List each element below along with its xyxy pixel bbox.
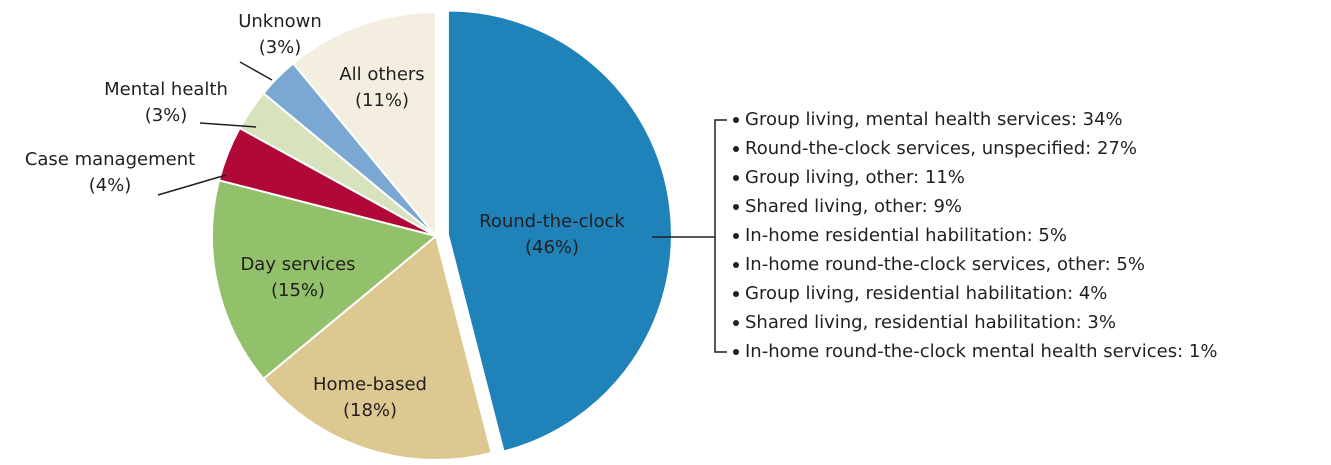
slice-label: All others: [339, 64, 424, 85]
leader-line: [199, 122, 257, 128]
bullet: [733, 146, 739, 152]
breakdown-item: Group living, mental health services: 34…: [745, 109, 1123, 130]
slice-value-label: (3%): [259, 37, 302, 58]
slice-label: Unknown: [238, 11, 322, 32]
slice-label: Mental health: [104, 79, 228, 100]
breakdown-item: Shared living, other: 9%: [745, 196, 962, 217]
slice-label: Day services: [240, 254, 355, 275]
breakdown-item: Round-the-clock services, unspecified: 2…: [745, 138, 1137, 159]
slice-value-label: (4%): [89, 175, 132, 196]
bullet: [733, 291, 739, 297]
pie-slice: [211, 179, 439, 381]
breakdown-item: Group living, residential habilitation: …: [745, 283, 1107, 304]
pie: [211, 9, 673, 461]
slice-value-label: (18%): [343, 400, 397, 421]
bullet: [733, 233, 739, 239]
breakdown-item: In-home residential habilitation: 5%: [745, 225, 1067, 246]
pie-slice: [261, 234, 493, 461]
bullet: [733, 349, 739, 355]
breakdown-item: In-home round-the-clock mental health se…: [745, 341, 1217, 362]
slice-value-label: (46%): [525, 237, 579, 258]
bullet: [733, 320, 739, 326]
breakdown-item: Shared living, residential habilitation:…: [745, 312, 1116, 333]
slice-value-label: (15%): [271, 280, 325, 301]
slice-value-label: (11%): [355, 90, 409, 111]
slice-label: Home-based: [313, 374, 427, 395]
bullet: [733, 204, 739, 210]
bullet: [733, 262, 739, 268]
slice-value-label: (3%): [145, 105, 188, 126]
leader-line: [239, 61, 273, 81]
bracket: [714, 119, 727, 353]
slice-label: Case management: [25, 149, 195, 170]
bullet: [733, 117, 739, 123]
pie-slice: [446, 9, 673, 453]
bullet: [733, 175, 739, 181]
slice-label: Round-the-clock: [479, 211, 625, 232]
breakdown-item: Group living, other: 11%: [745, 167, 965, 188]
breakdown-item: In-home round-the-clock services, other:…: [745, 254, 1145, 275]
pie-slice: [291, 10, 437, 239]
leader-line: [157, 174, 227, 196]
